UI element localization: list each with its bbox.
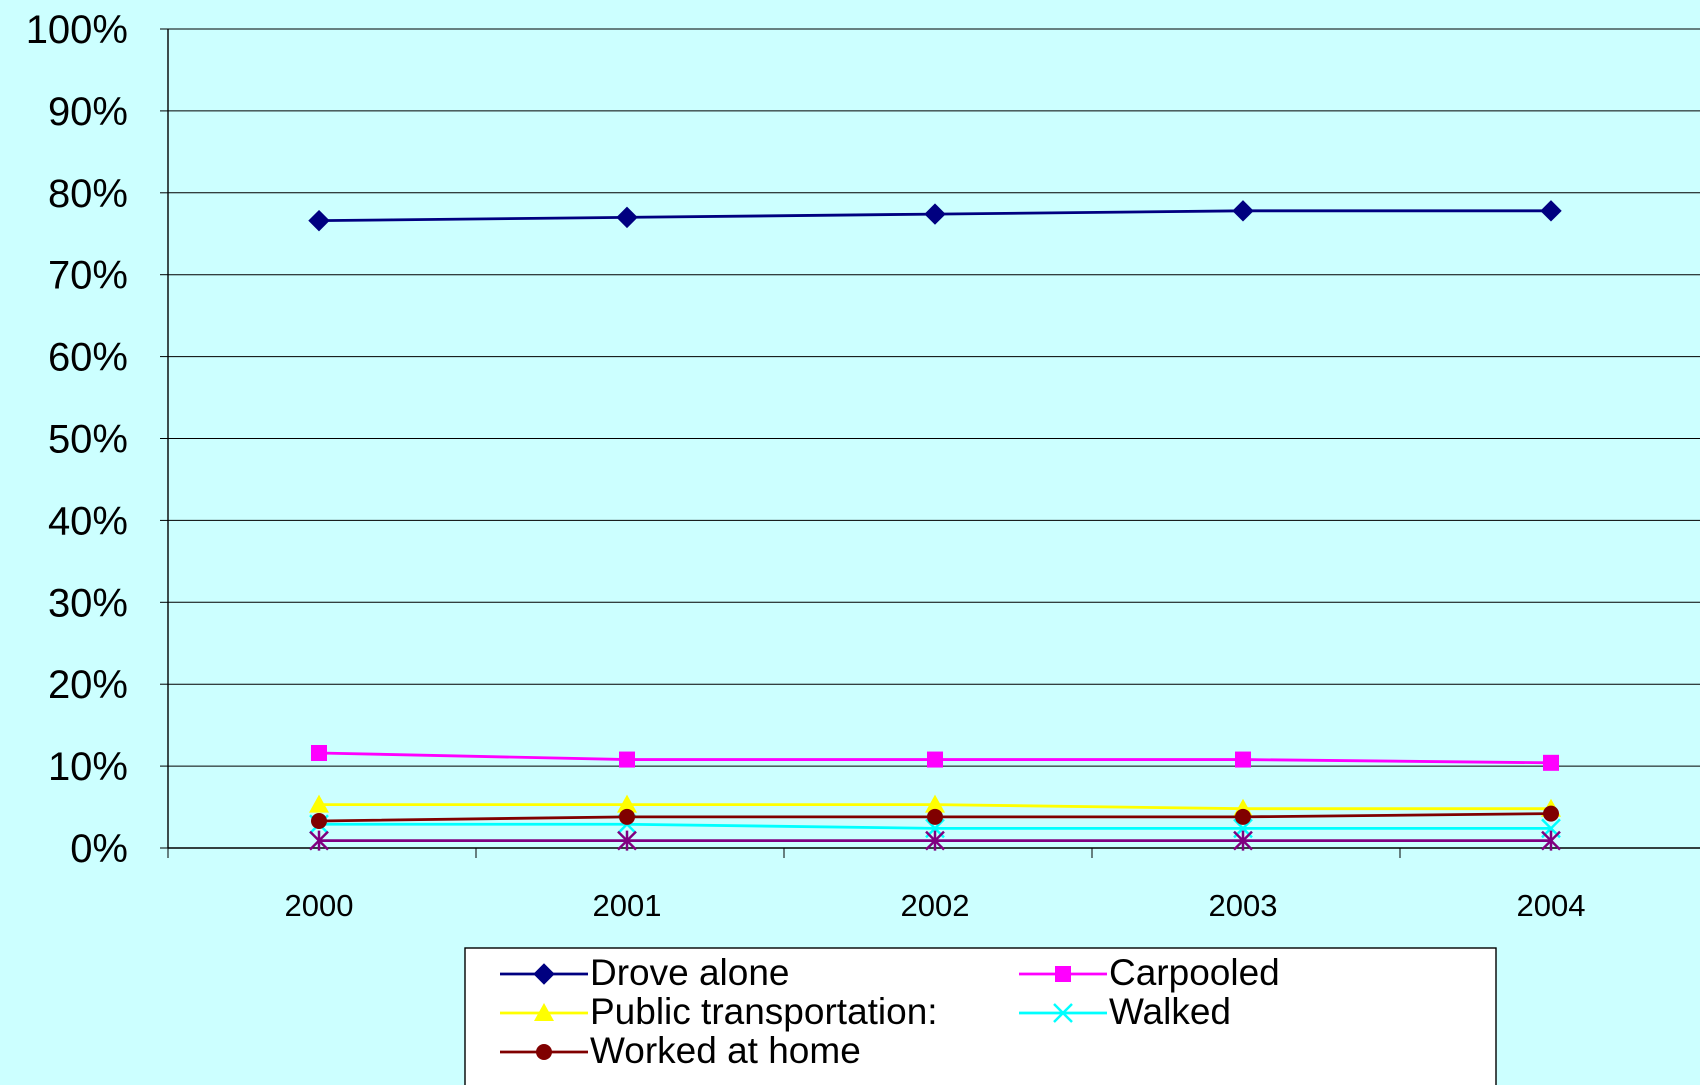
marker-stroke [1053,1003,1073,1023]
data-point [619,751,635,768]
legend-marker [1053,1003,1073,1023]
legend-label: Walked [1109,991,1231,1032]
series-drove-alone [308,200,1562,232]
x-tick-label: 2001 [593,888,662,923]
y-tick-label: 60% [48,336,128,380]
legend-label: Worked at home [590,1030,861,1071]
legend-label: Public transportation: [590,991,938,1032]
gridlines [168,28,1700,849]
legend-marker [534,1003,554,1021]
y-tick-label: 30% [48,581,128,625]
data-point [617,794,637,813]
data-point [1235,751,1251,768]
legend-item: Carpooled [1019,952,1280,993]
data-point [925,794,945,813]
y-tick-label: 70% [48,254,128,298]
data-point [1232,200,1254,222]
data-point [1233,830,1253,851]
y-tick-label: 10% [48,745,128,789]
series-lines [308,200,1562,851]
axes: 0% 10% 20% 30% 40% 50% 60% 70% 80% 90% 100% 2000 200… [26,8,1586,923]
data-point [1541,830,1561,851]
legend-marker [1055,966,1071,982]
data-point [309,794,329,813]
y-tick-label: 50% [48,418,128,462]
data-point [311,812,327,829]
data-point [927,751,943,768]
data-point [1540,200,1562,222]
y-tick-label: 0% [70,827,128,871]
legend: Drove alone Carpooled Public transportatio… [464,947,1497,1085]
y-tick-label: 80% [48,172,128,216]
y-tick-label: 20% [48,663,128,707]
legend-label: Drove alone [590,952,790,993]
series-worked-at-home [311,805,1559,829]
x-tick-label: 2003 [1209,888,1278,923]
y-tick-label: 90% [48,90,128,134]
data-point [925,830,945,851]
series-unnamed [309,830,1561,851]
legend-label: Carpooled [1109,952,1280,993]
x-tick-label: 2002 [901,888,970,923]
data-point [619,808,635,825]
legend-item: Public transportation: [500,991,938,1032]
data-point [311,744,327,761]
legend-marker [536,1044,552,1060]
data-point [616,206,638,229]
y-tick-label: 100% [26,8,128,52]
legend-item: Drove alone [500,952,790,993]
data-point [1235,808,1251,825]
y-tick-label: 40% [48,499,128,543]
data-point [308,209,330,232]
legend-item: Walked [1019,991,1231,1032]
data-point [924,203,946,225]
data-point [309,830,329,851]
data-point [1543,754,1559,771]
data-point [617,830,637,851]
x-tick-label: 2004 [1517,888,1586,923]
x-tick-label: 2000 [285,888,354,923]
series-carpooled [311,744,1559,771]
legend-item: Worked at home [500,1030,861,1071]
legend-marker [533,963,555,985]
data-point [927,808,943,825]
data-point [1543,805,1559,822]
legend-box [464,947,1497,1085]
